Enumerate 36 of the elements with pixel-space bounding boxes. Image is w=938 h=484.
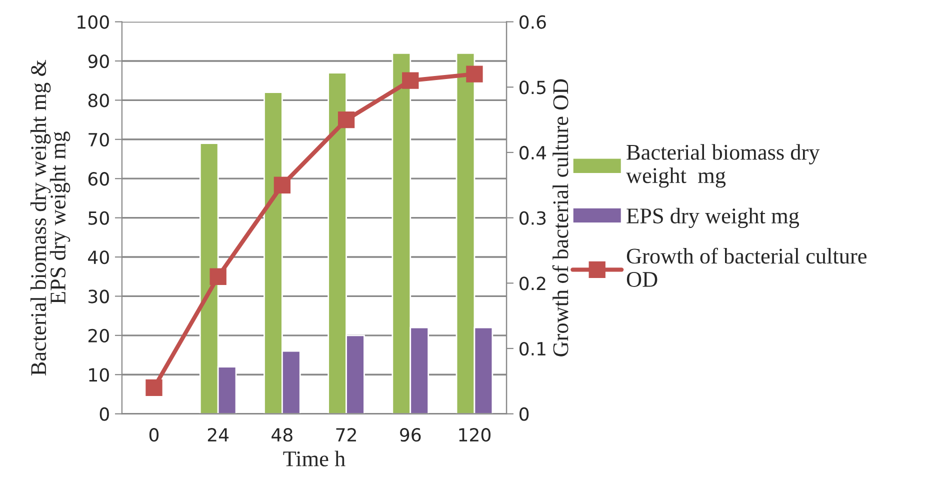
y-tick-label: 50 [88,211,109,225]
legend-label: Bacterial biomass dry weight mg [626,144,820,188]
y-tick-label: 70 [88,132,109,147]
x-tick-label: 0 [149,428,159,442]
y2-axis-title: Growth of bacterial culture OD [552,79,568,356]
point [274,176,291,194]
x-tick-label: 96 [400,428,421,442]
y-tick-label: 0 [100,407,109,421]
y2-tick-label: 0.2 [520,276,546,290]
y-tick-label: 40 [88,250,109,264]
y2-tick-label: 0.3 [520,211,546,225]
y-tick-label: 10 [89,368,109,382]
y2-tick-label: 0.6 [520,15,546,29]
point [402,72,419,89]
x-tick-label: 24 [208,428,229,442]
y-axis-title: Bacterial biomass dry weight mg & EPS dry weight mg [30,60,70,376]
legend-label: Growth of bacterial culture OD [626,248,866,287]
x-axis-title: Time h [283,450,346,466]
y-tick-label: 90 [88,54,109,68]
y-tick-label: 30 [88,290,109,304]
y2-tick-label: 0.5 [520,80,546,94]
y2-tick-label: 0 [520,407,529,421]
x-tick-label: 72 [336,428,356,442]
y2-tick-label: 0.1 [520,342,546,356]
y-tick-label: 80 [88,94,109,108]
y-tick-label: 60 [88,172,109,186]
y-tick-label: 100 [78,15,109,29]
legend-label: EPS dry weight mg [626,208,800,228]
x-tick-label: 48 [272,428,292,442]
y-tick-label: 20 [88,328,109,343]
y2-tick-label: 0.4 [520,146,546,160]
point [466,66,483,82]
point [146,379,162,396]
point [210,268,226,285]
x-tick-label: 120 [459,428,491,442]
point [338,111,355,128]
